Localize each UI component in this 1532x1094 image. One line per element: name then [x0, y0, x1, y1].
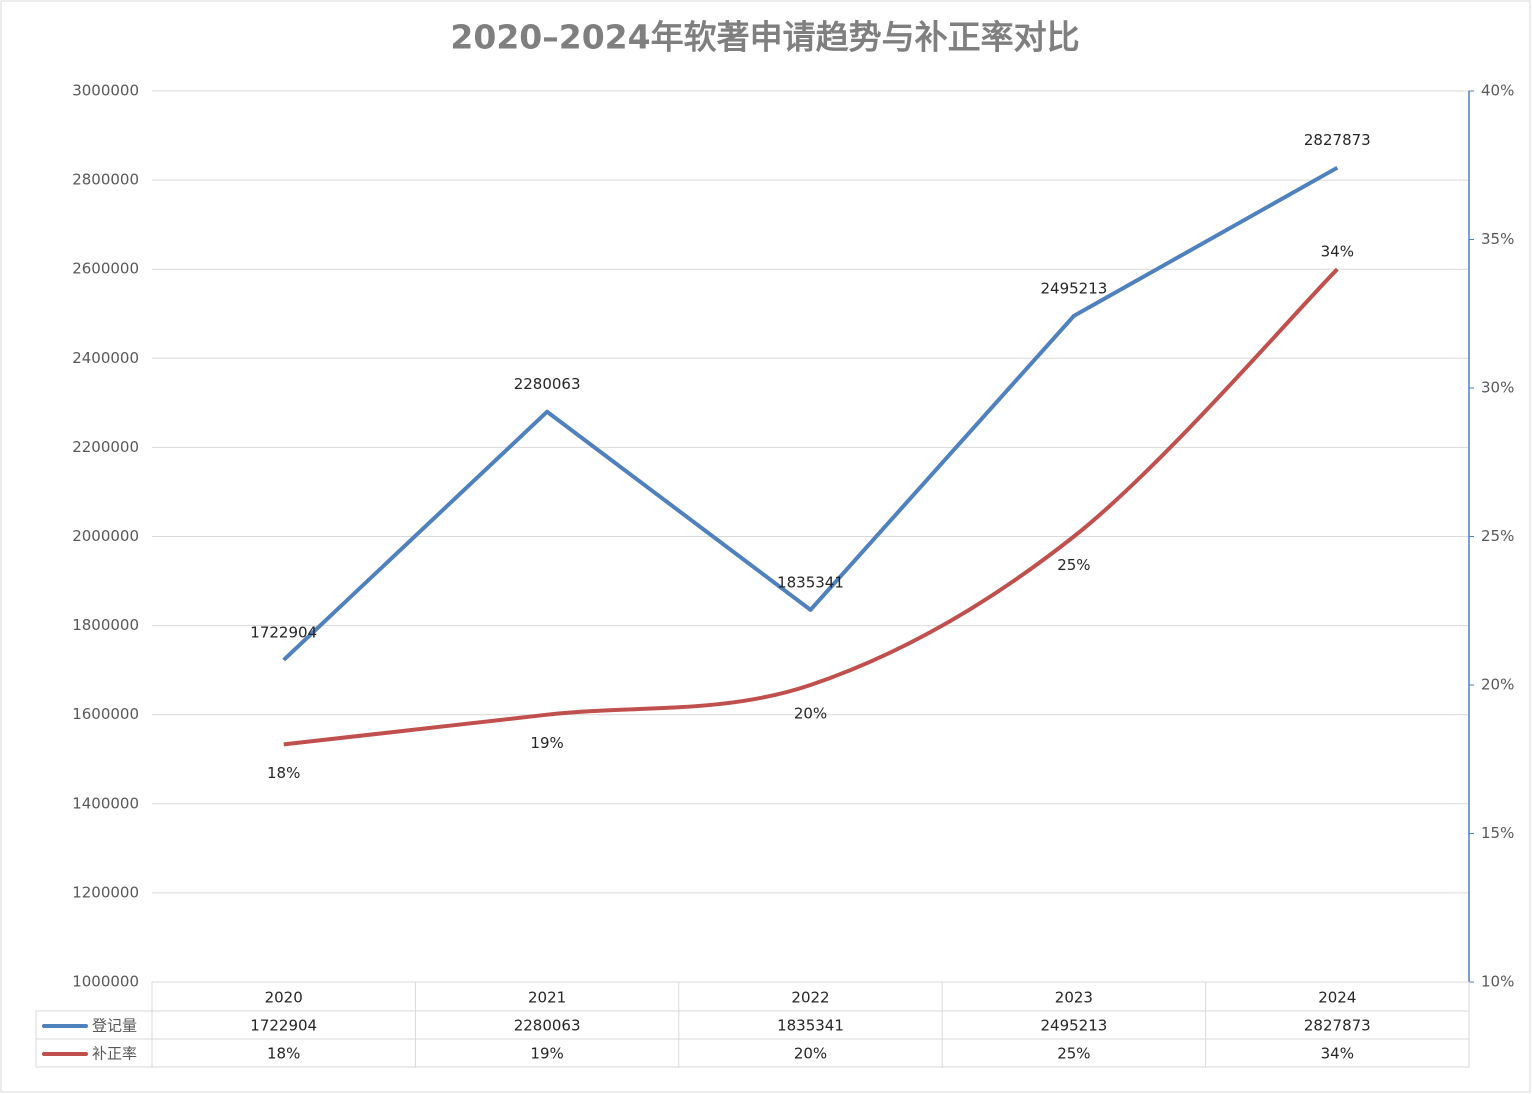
y2-tick-label: 15%	[1481, 824, 1514, 842]
x-tick-label: 2023	[1055, 989, 1093, 1007]
legend-label: 补正率	[92, 1045, 137, 1063]
data-label: 2280063	[514, 375, 581, 393]
y2-tick-label: 10%	[1481, 973, 1514, 991]
data-label: 19%	[530, 734, 563, 752]
x-tick-label: 2021	[528, 989, 566, 1007]
y-tick-label: 1600000	[72, 705, 139, 723]
chart-title: 2020–2024年软著申请趋势与补正率对比	[450, 18, 1079, 57]
table-cell: 20%	[794, 1045, 827, 1063]
y-tick-label: 2200000	[72, 438, 139, 456]
y2-tick-label: 30%	[1481, 379, 1514, 397]
series-line	[283, 267, 1339, 747]
data-label: 25%	[1057, 556, 1090, 574]
table-cell: 18%	[267, 1045, 300, 1063]
table-cell: 1722904	[250, 1017, 317, 1035]
data-label: 2827873	[1304, 131, 1371, 149]
x-tick-label: 2024	[1318, 989, 1356, 1007]
y-tick-label: 1800000	[72, 616, 139, 634]
x-tick-label: 2020	[265, 989, 303, 1007]
y-tick-label: 2000000	[72, 527, 139, 545]
y-tick-label: 2600000	[72, 260, 139, 278]
legend-label: 登记量	[92, 1017, 137, 1035]
y-tick-label: 2400000	[72, 349, 139, 367]
table-cell: 2280063	[514, 1017, 581, 1035]
data-label: 20%	[794, 705, 827, 723]
data-label: 1835341	[777, 573, 844, 591]
table-cell: 2827873	[1304, 1017, 1371, 1035]
y-tick-label: 1000000	[72, 973, 139, 991]
table-cell: 19%	[530, 1045, 563, 1063]
y2-tick-label: 25%	[1481, 527, 1514, 545]
table-cell: 1835341	[777, 1017, 844, 1035]
y-tick-label: 1200000	[72, 883, 139, 901]
table-cell: 34%	[1321, 1045, 1354, 1063]
table-cell: 2495213	[1040, 1017, 1107, 1035]
data-label: 34%	[1321, 243, 1354, 261]
y-tick-label: 3000000	[72, 82, 139, 100]
data-label: 18%	[267, 764, 300, 782]
y2-tick-label: 35%	[1481, 230, 1514, 248]
y-tick-label: 1400000	[72, 794, 139, 812]
data-label: 1722904	[250, 623, 317, 641]
table-cell: 25%	[1057, 1045, 1090, 1063]
y-tick-label: 2800000	[72, 171, 139, 189]
x-tick-label: 2022	[791, 989, 829, 1007]
y2-tick-label: 40%	[1481, 82, 1514, 100]
y2-tick-label: 20%	[1481, 676, 1514, 694]
data-label: 2495213	[1040, 279, 1107, 297]
series-line	[282, 165, 1339, 662]
